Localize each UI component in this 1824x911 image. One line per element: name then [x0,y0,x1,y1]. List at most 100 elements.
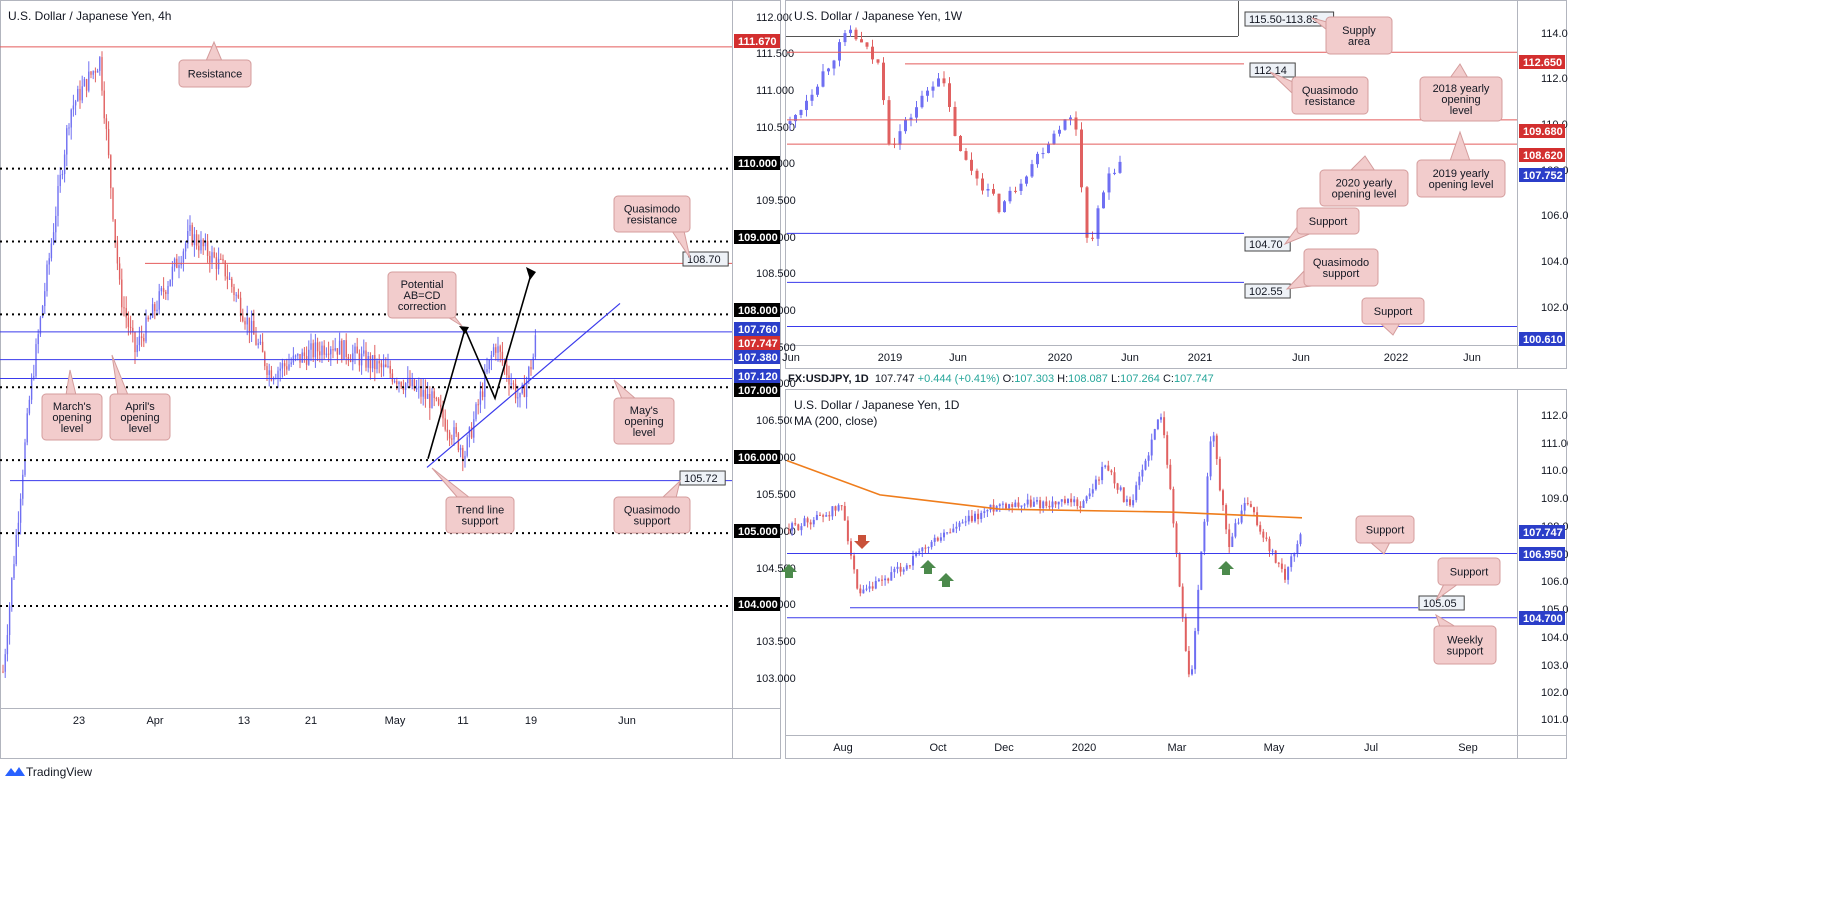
candle-body [70,109,72,128]
candle-body [345,340,347,358]
candle-body [125,308,127,318]
d1-price-tag: 105.05 [1418,595,1465,611]
candle-body [198,245,200,251]
candle-body [1277,562,1280,564]
h4-x-tick-label: 19 [525,715,537,727]
callout-label: resistance [627,215,677,227]
candle-body [154,304,156,312]
price-tag-label: 104.000 [738,599,778,611]
callout-label: support [462,516,499,528]
callout-label: Trend line [456,505,505,517]
candle-body [316,342,319,352]
chart-stage: 112.000 111.500 111.000 110.500 110.000 109.5… [0,0,1568,779]
candle-body [806,518,809,523]
w1-x-tick-label: Jun [949,352,967,364]
w1-price-tag: 115.50-113.85 [1244,11,1335,27]
candle-body [788,529,790,531]
candle-body [338,340,341,355]
d1-callout: Support [1355,515,1415,555]
candle-body [151,304,154,318]
candle-body [499,346,501,352]
candle-body [1265,537,1268,539]
w1-price-tag: 104.70 [1244,236,1291,252]
candle-body [1008,504,1011,509]
callout-label: Potential [401,279,444,291]
candle-body [193,234,196,245]
candle-body [145,317,147,342]
callout-tail [1368,541,1391,555]
callout-tail [1449,63,1469,79]
candle-body [1172,488,1175,524]
candle-body [939,537,942,541]
w1-x-tick-label: Jun [1121,352,1139,364]
candle-body [890,572,893,581]
candle-body [305,356,308,365]
abcd-arrow-icon [526,267,536,280]
candle-body [924,547,927,549]
ohlc-high: 108.087 [1068,373,1108,385]
price-tag-label: 105.72 [684,473,718,485]
candle-body [898,131,902,145]
h4-panel-border [0,0,781,759]
candle-body [1019,183,1023,191]
candle-body [336,348,339,355]
tradingview-brand[interactable]: TradingView [26,765,93,779]
candle-body [259,341,262,344]
d1-chart-title: U.S. Dollar / Japanese Yen, 1D [792,398,962,412]
ohlc-symbol: FX:USDJPY, 1D [788,373,869,385]
w1-x-tick-label: 2021 [1188,352,1212,364]
callout-tail [431,467,472,499]
d1-x-tick-label: Oct [929,742,946,754]
tradingview-logo-icon[interactable] [4,764,26,778]
candle-body [83,79,86,87]
candle-body [523,384,526,397]
charts-svg[interactable]: 112.000 111.500 111.000 110.500 110.000 109.5… [0,0,1568,760]
d1-y-tick-label: 106.000 [1541,576,1568,588]
price-tag-bg [734,524,780,538]
d1-y-tick-label: 112.000 [1541,410,1568,422]
h4-y-tick-label: 103.000 [756,673,796,685]
candle-body [1079,506,1082,508]
d1-price-tag: 106.950 [1519,547,1565,561]
candle-body [797,524,800,531]
candle-body [961,522,964,524]
candle-body [242,316,244,322]
h4-price-tag: 107.760 [734,322,780,336]
candle-body [1284,568,1286,580]
arrow-down-icon [854,535,870,549]
candle-body [1001,503,1004,505]
candle-body [534,335,537,357]
candle-body [937,78,940,87]
d1-x-tick-label: Sep [1458,742,1478,754]
candle-body [1280,563,1283,569]
candle-body [1116,483,1119,490]
candle-body [1200,551,1203,590]
price-tag-label: 112.650 [1523,57,1562,69]
candle-body [946,532,949,534]
candle-body [160,288,163,292]
candle-body [107,129,110,156]
ohlc-last: 107.747 [874,373,915,385]
candle-body [1082,500,1085,508]
candle-body [1160,417,1162,420]
candle-body [952,528,955,533]
candle-body [343,340,345,360]
candle-body [843,505,846,521]
candle-body [433,391,435,398]
candle-body [1119,487,1122,490]
candle-body [809,522,812,525]
candle-body [1069,117,1072,120]
candle-body [508,375,510,385]
candle-body [921,547,924,552]
candle-body [1228,529,1231,547]
d1-x-tick-label: Dec [994,742,1014,754]
candle-body [896,566,899,569]
candle-body [382,364,385,368]
callout-box [387,271,457,319]
candle-body [930,541,933,548]
price-tag-label: 109.000 [738,232,778,244]
candle-body [794,523,797,525]
price-tag-label: 112.14 [1254,65,1287,77]
candle-body [459,447,462,451]
